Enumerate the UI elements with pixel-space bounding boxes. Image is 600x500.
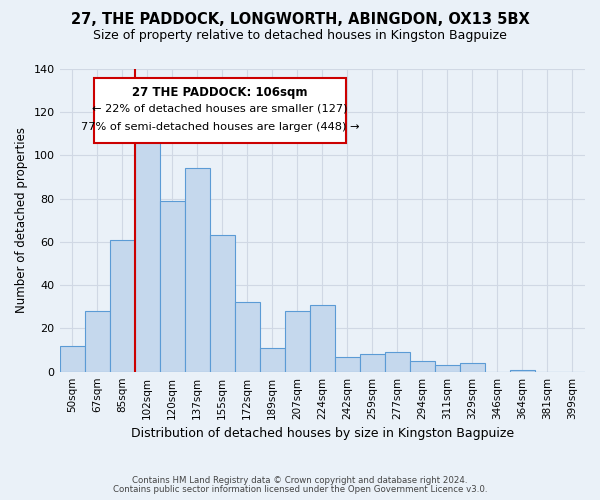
- Y-axis label: Number of detached properties: Number of detached properties: [15, 128, 28, 314]
- Bar: [385, 352, 410, 372]
- X-axis label: Distribution of detached houses by size in Kingston Bagpuize: Distribution of detached houses by size …: [131, 427, 514, 440]
- FancyBboxPatch shape: [94, 78, 346, 143]
- Bar: [410, 361, 435, 372]
- Bar: [185, 168, 209, 372]
- Bar: [209, 236, 235, 372]
- Bar: [510, 370, 535, 372]
- Bar: [285, 311, 310, 372]
- Bar: [460, 363, 485, 372]
- Bar: [360, 354, 385, 372]
- Text: 27 THE PADDOCK: 106sqm: 27 THE PADDOCK: 106sqm: [132, 86, 308, 98]
- Text: Size of property relative to detached houses in Kingston Bagpuize: Size of property relative to detached ho…: [93, 29, 507, 42]
- Bar: [260, 348, 285, 372]
- Bar: [310, 304, 335, 372]
- Bar: [134, 128, 160, 372]
- Text: ← 22% of detached houses are smaller (127): ← 22% of detached houses are smaller (12…: [92, 104, 347, 114]
- Bar: [435, 365, 460, 372]
- Bar: [160, 201, 185, 372]
- Bar: [335, 356, 360, 372]
- Bar: [59, 346, 85, 372]
- Text: 27, THE PADDOCK, LONGWORTH, ABINGDON, OX13 5BX: 27, THE PADDOCK, LONGWORTH, ABINGDON, OX…: [71, 12, 529, 28]
- Text: Contains HM Land Registry data © Crown copyright and database right 2024.: Contains HM Land Registry data © Crown c…: [132, 476, 468, 485]
- Bar: [85, 311, 110, 372]
- Bar: [235, 302, 260, 372]
- Text: 77% of semi-detached houses are larger (448) →: 77% of semi-detached houses are larger (…: [80, 122, 359, 132]
- Bar: [110, 240, 134, 372]
- Text: Contains public sector information licensed under the Open Government Licence v3: Contains public sector information licen…: [113, 485, 487, 494]
